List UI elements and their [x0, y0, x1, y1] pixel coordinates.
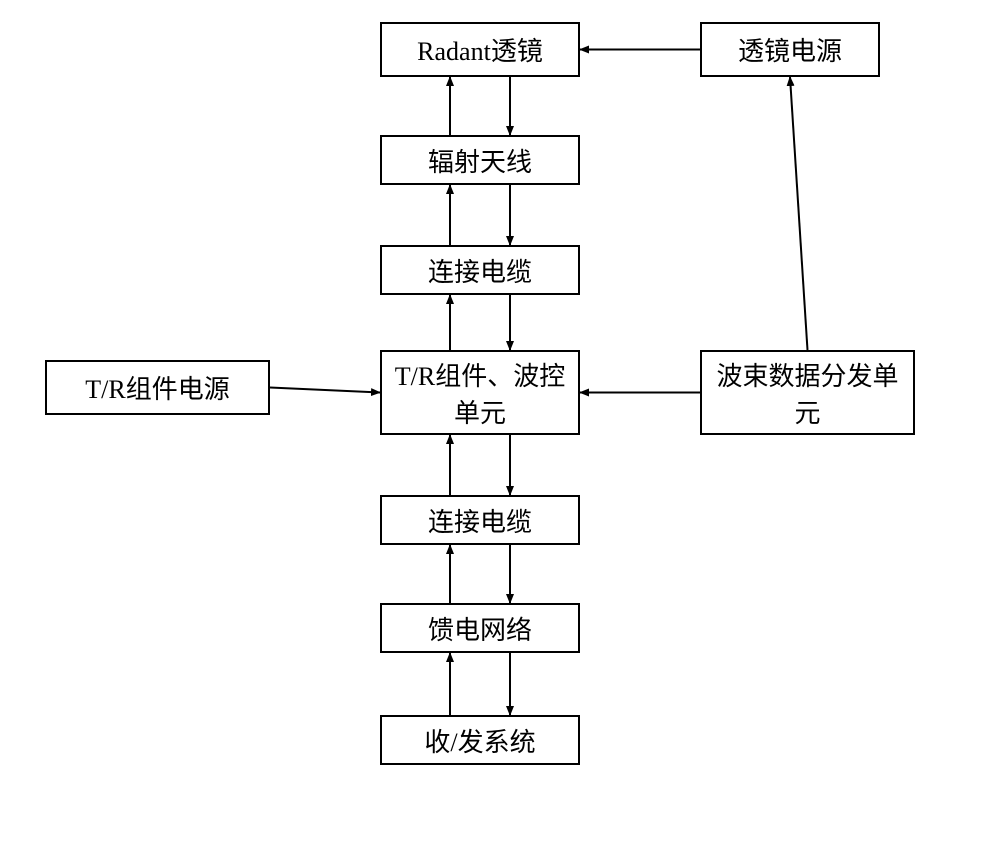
node-label: Radant透镜	[417, 31, 543, 68]
node-label: 连接电缆	[428, 502, 532, 539]
edge-beam_dist-lens_power	[790, 77, 808, 350]
node-label: 辐射天线	[428, 142, 532, 179]
node-label: 连接电缆	[428, 252, 532, 289]
node-cable1: 连接电缆	[380, 245, 580, 295]
node-cable2: 连接电缆	[380, 495, 580, 545]
node-antenna: 辐射天线	[380, 135, 580, 185]
node-lens_power: 透镜电源	[700, 22, 880, 77]
diagram-canvas: Radant透镜 透镜电源辐射天线连接电缆 T/R组件、波控单元 T/R组件电源 波束数…	[0, 0, 1000, 850]
node-trx_sys: 收/发系统	[380, 715, 580, 765]
node-label: 馈电网络	[428, 610, 532, 647]
node-label: 收/发系统	[424, 722, 535, 759]
node-label: 透镜电源	[738, 31, 842, 68]
node-radant_lens: Radant透镜	[380, 22, 580, 77]
node-tr_power: T/R组件电源	[45, 360, 270, 415]
node-label: T/R组件电源	[85, 369, 229, 406]
edge-tr_power-tr_unit	[270, 388, 380, 393]
node-tr_unit: T/R组件、波控单元	[380, 350, 580, 435]
node-feed_net: 馈电网络	[380, 603, 580, 653]
node-label: T/R组件、波控单元	[386, 356, 574, 430]
node-label: 波束数据分发单元	[706, 356, 909, 430]
node-beam_dist: 波束数据分发单元	[700, 350, 915, 435]
